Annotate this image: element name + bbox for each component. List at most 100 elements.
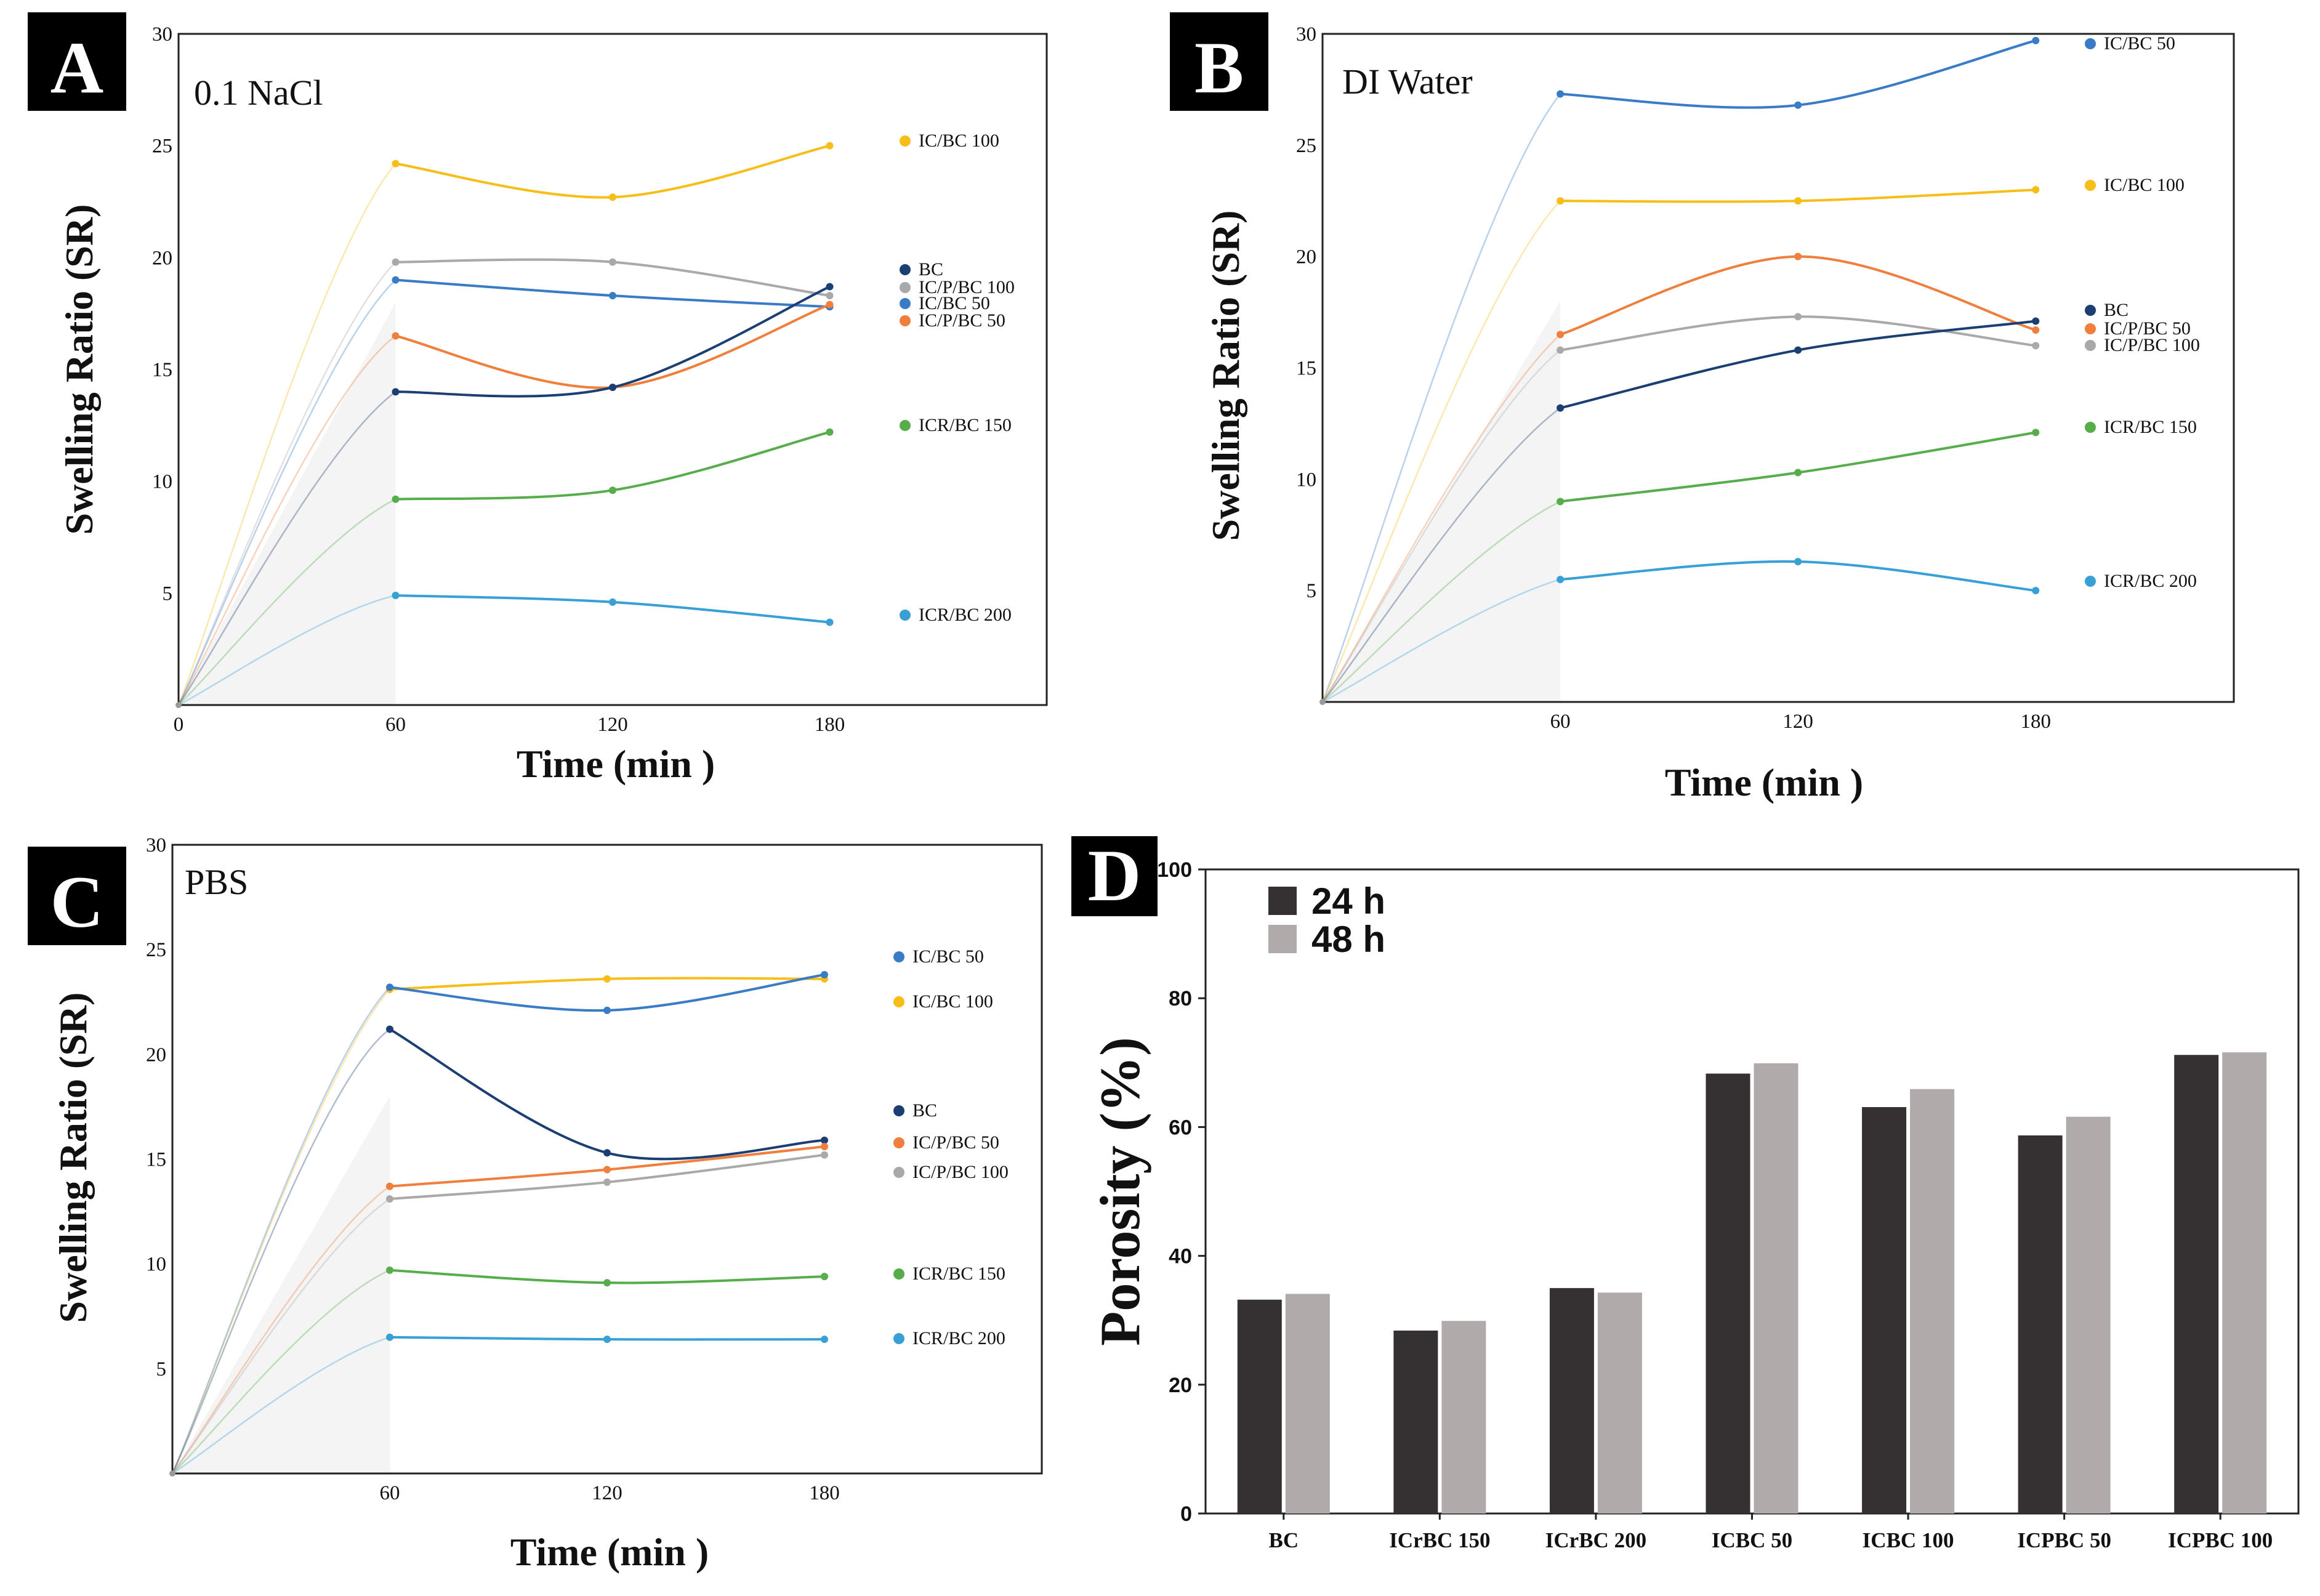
data-point (386, 983, 393, 991)
legend-marker (2085, 180, 2096, 191)
data-point (2032, 429, 2040, 437)
y-tick-label: 5 (156, 1358, 167, 1380)
series-rise-IC/BC 100 (1321, 200, 1561, 703)
data-point (609, 258, 616, 266)
data-point (2032, 587, 2040, 595)
data-point (392, 258, 400, 266)
legend-marker (893, 1167, 904, 1178)
y-tick-label: 5 (163, 582, 173, 605)
data-point (1557, 331, 1565, 339)
series-line-IC/BC 100 (395, 144, 830, 199)
legend-label: BC (912, 1100, 937, 1121)
data-point (603, 975, 611, 983)
x-tick-label: ICBC 100 (1863, 1528, 1954, 1552)
data-point (821, 1151, 828, 1159)
legend-marker (900, 298, 911, 309)
series-line-IC/P/BC 50 (1560, 255, 2036, 336)
data-point (392, 276, 400, 284)
legend-marker (893, 1333, 904, 1344)
legend-label: IC/BC 50 (912, 946, 984, 967)
legend-marker (893, 1137, 904, 1148)
data-point (821, 971, 828, 979)
legend-marker (893, 1268, 904, 1280)
legend-marker (893, 951, 904, 962)
data-point (826, 428, 834, 436)
panel-letter-badge (1170, 12, 1268, 111)
panel-title: DI Water (1342, 62, 1473, 102)
bar-24h (1862, 1106, 1907, 1513)
series-line-ICR/BC 150 (1560, 431, 2036, 503)
origin-point (169, 1470, 175, 1477)
y-tick-label: 0 (1180, 1502, 1192, 1526)
data-point (1794, 197, 1802, 205)
y-tick-label: 10 (152, 471, 172, 493)
bar-48h (1285, 1294, 1330, 1513)
data-point (392, 159, 400, 167)
x-tick-label: 180 (2021, 711, 2052, 733)
y-axis-title: Swelling Ratio (SR) (1204, 211, 1247, 541)
data-point (609, 292, 616, 300)
bar-48h (1441, 1321, 1486, 1513)
series-rise-ICR/BC 150 (1322, 501, 1561, 703)
series-rise-IC/BC 100 (171, 989, 390, 1474)
legend-marker (900, 264, 911, 275)
legend-marker (2085, 38, 2096, 49)
legend-label: IC/BC 100 (919, 131, 999, 151)
data-point (821, 1273, 828, 1281)
data-point (821, 1143, 828, 1151)
plot-frame (1204, 868, 2300, 1515)
plot-frame (1321, 33, 2235, 703)
legend-label: ICR/BC 200 (919, 605, 1012, 625)
legend-label: IC/P/BC 50 (2104, 318, 2191, 339)
y-axis-title: Porosity (%) (1089, 1037, 1151, 1346)
series-rise-ICR/BC 200 (1322, 578, 1561, 703)
series-rise-IC/P/BC 50 (1321, 334, 1561, 703)
panel-letter-badge (28, 12, 126, 111)
data-point (1794, 252, 1802, 260)
series-rise-IC/BC 100 (177, 163, 397, 706)
data-point (1557, 90, 1565, 98)
x-tick-label: ICrBC 200 (1545, 1528, 1646, 1552)
data-point (609, 598, 616, 606)
legend-label: ICR/BC 150 (919, 415, 1012, 435)
panel-title: PBS (185, 862, 248, 902)
legend-label: ICR/BC 200 (2104, 571, 2197, 591)
data-point (826, 292, 834, 300)
legend-marker (2085, 340, 2096, 351)
y-tick-label: 25 (152, 135, 172, 158)
series-rise-ICR/BC 200 (172, 1336, 390, 1475)
legend-marker (900, 420, 911, 431)
y-tick-label: 10 (1296, 469, 1316, 491)
legend-label: ICR/BC 150 (2104, 417, 2197, 437)
series-rise-ICR/BC 200 (178, 594, 396, 706)
data-point (1557, 404, 1565, 412)
y-tick-label: 20 (146, 1044, 166, 1066)
data-point (1557, 197, 1565, 205)
y-tick-label: 30 (1296, 23, 1316, 46)
data-point (609, 193, 616, 201)
x-tick-label: 0 (174, 714, 184, 736)
data-point (1794, 346, 1802, 354)
x-axis-title: Time (min ) (1665, 760, 1863, 804)
x-tick-label: 60 (1550, 711, 1571, 733)
data-point (1557, 576, 1565, 584)
panel-d: D 0 20 40 60 80 100 Porosity (%) BC ICrBC 150 ICrB… (1071, 834, 2300, 1552)
data-point (609, 486, 616, 494)
y-tick-label: 15 (146, 1149, 166, 1171)
bar-24h (1393, 1330, 1438, 1513)
panel-letter-badge (28, 847, 126, 945)
data-point (609, 384, 616, 392)
origin-point (175, 702, 182, 708)
panel-c: C PBS 5 10 15 20 25 30 60 120 180 Time (min ) Swelli… (28, 834, 1043, 1574)
x-axis-title: Time (min ) (510, 1530, 709, 1574)
legend-label: IC/BC 50 (2104, 33, 2175, 54)
data-point (386, 1266, 393, 1274)
data-point (821, 1136, 828, 1144)
data-point (821, 1336, 828, 1344)
y-tick-label: 20 (1296, 246, 1316, 268)
x-tick-label: 120 (597, 714, 628, 736)
x-tick-label: 60 (385, 714, 406, 736)
legend-label: IC/P/BC 50 (919, 310, 1005, 331)
panel-b: B DI Water 5 10 15 20 25 30 60 120 180 Time (min ) S… (1170, 12, 2235, 804)
panel-title: 0.1 NaCl (194, 73, 323, 113)
